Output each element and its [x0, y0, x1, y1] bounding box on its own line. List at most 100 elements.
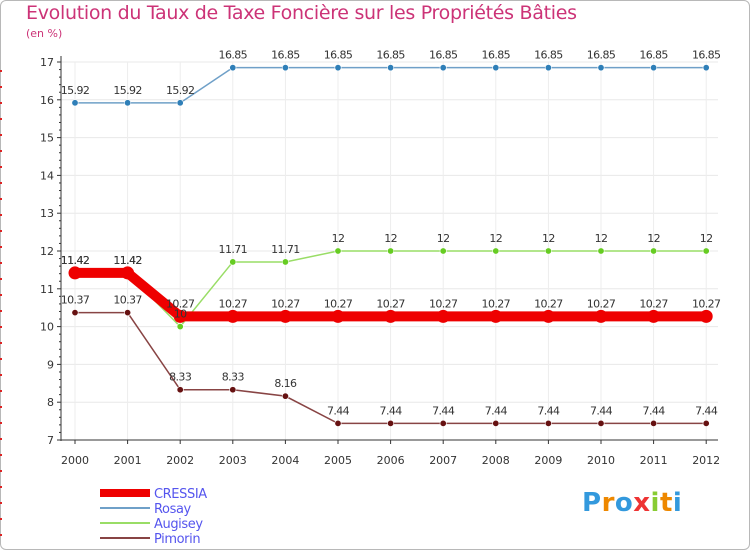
y-tick-label: 11	[40, 283, 54, 296]
chart-title: Evolution du Taux de Taxe Foncière sur l…	[26, 2, 577, 24]
legend-entry-pimorin: Pimorin	[100, 532, 201, 547]
data-label-augisey: 12	[595, 232, 608, 245]
data-point-rosay	[71, 99, 79, 107]
x-tick-label: 2000	[61, 454, 89, 467]
border-dot	[0, 214, 2, 216]
y-tick-label: 17	[40, 56, 54, 69]
data-label-cressia: 10.27	[324, 297, 353, 310]
data-label-pimorin: 7.44	[327, 404, 350, 417]
data-point-cressia	[173, 309, 187, 323]
data-point-rosay	[387, 64, 395, 72]
data-label-pimorin: 10.37	[113, 294, 142, 307]
border-dot	[0, 198, 2, 200]
y-tick-label: 15	[40, 132, 54, 145]
data-label-augisey: 12	[332, 232, 345, 245]
border-dot	[0, 502, 2, 504]
data-point-augisey	[544, 247, 552, 255]
border-dot	[0, 390, 2, 392]
data-point-cressia	[647, 309, 661, 323]
x-tick-label: 2006	[377, 454, 405, 467]
border-dot	[0, 118, 2, 120]
data-label-augisey: 11.71	[271, 243, 300, 256]
y-tick-label: 14	[40, 169, 54, 182]
data-label-augisey: 11.42	[61, 254, 90, 267]
data-point-rosay	[124, 99, 132, 107]
data-label-pimorin: 7.44	[485, 404, 508, 417]
data-point-cressia	[121, 266, 135, 280]
border-dot	[0, 406, 2, 408]
data-point-rosay	[492, 64, 500, 72]
data-point-cressia	[541, 309, 555, 323]
legend-entry-augisey: Augisey	[100, 517, 204, 532]
data-point-pimorin	[229, 386, 237, 394]
data-label-cressia: 10.27	[534, 297, 563, 310]
border-dot	[0, 326, 2, 328]
data-point-rosay	[281, 64, 289, 72]
legend-label: Pimorin	[154, 532, 200, 547]
data-label-cressia: 10.27	[587, 297, 616, 310]
data-point-rosay	[439, 64, 447, 72]
border-dot	[0, 486, 2, 488]
border-dot	[0, 182, 2, 184]
y-tick-label: 10	[40, 321, 54, 334]
logo-letter: P	[582, 488, 602, 518]
data-point-cressia	[331, 309, 345, 323]
x-tick-label: 2009	[534, 454, 562, 467]
data-label-pimorin: 7.44	[643, 404, 666, 417]
data-point-pimorin	[650, 419, 658, 427]
data-point-pimorin	[281, 392, 289, 400]
data-point-augisey	[281, 258, 289, 266]
logo-letter: i	[650, 488, 660, 518]
y-tick-label: 9	[47, 358, 54, 371]
data-point-augisey	[439, 247, 447, 255]
border-dot	[0, 246, 2, 248]
data-point-pimorin	[124, 309, 132, 317]
x-tick-label: 2001	[114, 454, 142, 467]
data-point-cressia	[489, 309, 503, 323]
data-point-augisey	[229, 258, 237, 266]
data-label-augisey: 10	[174, 308, 187, 321]
legend-label: CRESSIA	[154, 487, 207, 502]
x-tick-label: 2011	[640, 454, 668, 467]
data-label-rosay: 16.85	[324, 49, 353, 62]
border-dot	[0, 454, 2, 456]
data-point-rosay	[544, 64, 552, 72]
logo-letter: r	[601, 488, 615, 518]
data-label-augisey: 12	[384, 232, 397, 245]
data-point-augisey	[597, 247, 605, 255]
data-label-cressia: 10.27	[692, 297, 721, 310]
data-label-cressia: 10.27	[376, 297, 405, 310]
y-tick-label: 7	[47, 434, 54, 447]
data-label-pimorin: 8.33	[169, 371, 192, 384]
data-point-rosay	[229, 64, 237, 72]
data-label-rosay: 15.92	[166, 84, 195, 97]
data-label-augisey: 12	[542, 232, 555, 245]
data-point-pimorin	[439, 419, 447, 427]
border-dot	[0, 470, 2, 472]
data-label-cressia: 11.42	[61, 254, 90, 267]
y-tick-label: 13	[40, 207, 54, 220]
data-point-pimorin	[334, 419, 342, 427]
data-point-cressia	[68, 266, 82, 280]
data-label-pimorin: 10.37	[61, 294, 90, 307]
proxiti-logo: Proxiti	[582, 488, 682, 518]
border-dot	[0, 102, 2, 104]
data-label-rosay: 16.85	[692, 49, 721, 62]
legend-entry-cressia: CRESSIA	[100, 487, 208, 502]
data-point-pimorin	[387, 419, 395, 427]
border-dot	[0, 342, 2, 344]
data-label-pimorin: 7.44	[380, 404, 403, 417]
data-label-rosay: 16.85	[219, 49, 248, 62]
border-dot	[0, 150, 2, 152]
data-point-cressia	[594, 309, 608, 323]
data-point-augisey	[650, 247, 658, 255]
border-dot	[0, 230, 2, 232]
data-point-rosay	[597, 64, 605, 72]
data-label-pimorin: 8.16	[274, 377, 297, 390]
data-label-augisey: 12	[647, 232, 660, 245]
data-labels-layer: 15.92 15.92 15.92 16.85 16.85 16.85 16.85 16.85…	[61, 49, 722, 418]
logo-letter: o	[614, 488, 634, 518]
data-label-augisey: 11.71	[219, 243, 248, 256]
data-label-rosay: 16.85	[376, 49, 405, 62]
y-tick-label: 16	[40, 94, 54, 107]
